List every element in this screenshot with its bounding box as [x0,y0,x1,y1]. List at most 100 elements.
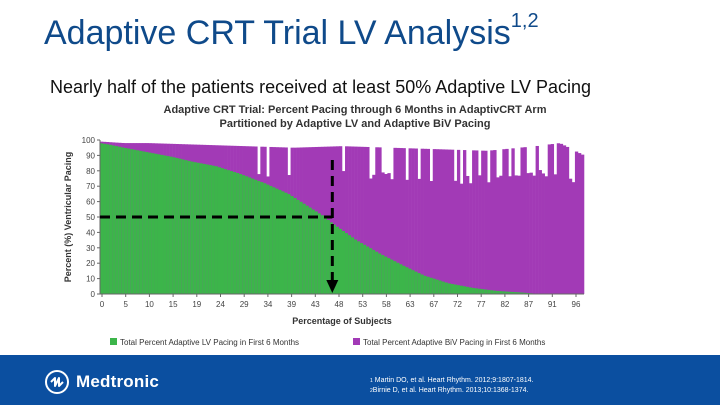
biv-pacing-bar [441,149,446,294]
x-tick-label: 48 [335,300,344,309]
biv-pacing-bar [535,145,539,294]
biv-pacing-bar [390,179,394,294]
biv-pacing-bar [547,144,552,294]
lv-pacing-bar [127,148,131,294]
biv-pacing-bar [529,172,533,294]
biv-pacing-bar [387,173,391,294]
biv-pacing-bar [490,150,494,294]
reference-1-text: Martin DO, et al. Heart Rhythm. 2012;9:1… [374,377,534,384]
biv-pacing-bar [484,150,488,294]
lv-pacing-bar [342,230,346,294]
lv-pacing-bar [417,273,421,294]
biv-pacing-bar [438,149,443,294]
lv-pacing-bar [429,277,434,294]
lv-pacing-bar [154,153,158,294]
lv-pacing-bar [372,249,376,294]
x-tick-label: 34 [263,300,272,309]
biv-pacing-bar [456,149,461,294]
biv-pacing-bar [399,148,403,294]
lv-pacing-bar [505,291,509,294]
reference-2-text: Birnie D, et al. Heart Rhythm. 2013;10:1… [372,387,529,394]
lv-pacing-bar [441,281,446,294]
biv-pacing-bar [532,175,536,294]
x-tick-label: 58 [382,300,391,309]
biv-pacing-bar [405,179,409,294]
lv-pacing-bar [508,291,512,294]
lv-pacing-bar [463,286,467,294]
biv-pacing-bar [499,175,503,294]
lv-pacing-bar [405,267,409,294]
biv-pacing-bar [517,175,521,294]
lv-pacing-bar [193,162,198,294]
lv-pacing-bar [381,255,385,294]
y-axis-label: Percent (%) Ventricular Pacing [63,152,73,283]
biv-pacing-bar [487,182,491,294]
biv-pacing-bar [384,174,388,294]
lv-pacing-bar [187,160,192,294]
biv-pacing-bar [565,146,570,294]
x-tick-label: 96 [572,300,581,309]
lv-pacing-bar [281,191,285,294]
lv-pacing-bar [211,165,216,294]
lv-pacing-bar [172,157,176,294]
biv-pacing-bar [541,173,545,294]
biv-pacing-bar [511,148,515,294]
biv-pacing-bar [363,146,367,294]
lv-pacing-bar [478,288,482,294]
reference-1: 1 Martin DO, et al. Heart Rhythm. 2012;9… [370,376,533,386]
lv-pacing-bar [363,244,367,294]
lv-pacing-bar [435,279,440,294]
lv-pacing-bar [414,271,418,294]
references: 1 Martin DO, et al. Heart Rhythm. 2012;9… [370,376,533,396]
biv-pacing-bar [502,149,506,294]
lv-pacing-bar [272,187,276,294]
lv-pacing-bar [181,159,185,294]
lv-pacing-bar [139,150,143,294]
biv-pacing-bar [475,150,479,294]
lv-pacing-bar [459,285,464,294]
biv-pacing-bar [351,146,355,294]
x-tick-label: 53 [358,300,367,309]
lv-pacing-bar [230,171,234,294]
biv-pacing-bar [463,150,467,294]
lv-pacing-bar [278,189,282,294]
biv-pacing-bar [526,173,530,294]
x-tick-label: 82 [500,300,509,309]
lv-pacing-bar [196,162,201,294]
lv-pacing-bar [145,152,149,294]
lv-pacing-bar [124,147,128,294]
lv-pacing-bar [190,161,195,294]
biv-pacing-bar [348,146,352,294]
biv-pacing-bar [447,149,452,294]
biv-pacing-bar [544,176,548,294]
x-tick-label: 0 [100,300,105,309]
chart-title-line1: Adaptive CRT Trial: Percent Pacing throu… [163,104,547,116]
lv-pacing-bar [378,253,382,294]
biv-pacing-bar [420,148,424,294]
lv-pacing-bar [335,226,340,294]
x-tick-label: 19 [192,300,201,309]
biv-pacing-bar [357,146,361,294]
biv-pacing-bar [493,150,497,294]
x-tick-label: 10 [145,300,154,309]
lv-pacing-bar [402,265,406,294]
lv-pacing-bar [217,167,222,294]
lv-pacing-bar [100,143,104,294]
lv-pacing-bar [169,156,173,294]
x-tick-label: 72 [453,300,462,309]
biv-pacing-bar [574,151,579,294]
biv-pacing-bar [523,147,527,294]
y-tick-label: 100 [82,136,96,145]
lv-pacing-bar [351,237,355,294]
lv-pacing-bar [260,182,264,294]
biv-pacing-bar [469,183,473,294]
lv-pacing-bar [251,178,255,294]
legend-label: Total Percent Adaptive BiV Pacing in Fir… [363,338,545,347]
biv-pacing-bar [381,172,385,294]
lv-pacing-bar [502,291,506,294]
title-superscript: 1,2 [510,10,539,32]
biv-pacing-bar [444,149,449,294]
lv-pacing-bar [236,173,240,294]
lv-pacing-bar [184,160,189,294]
x-tick-label: 77 [477,300,486,309]
